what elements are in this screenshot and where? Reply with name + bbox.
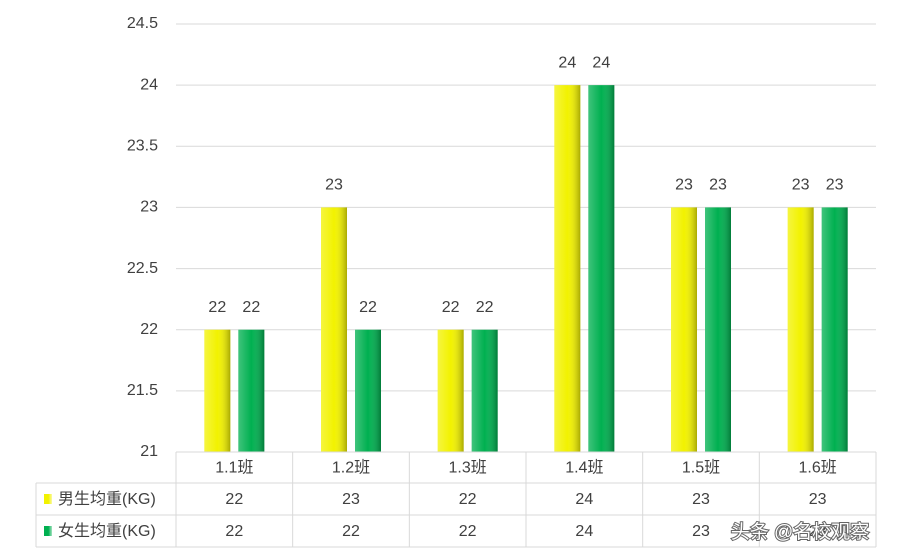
bar-shade (671, 207, 697, 452)
watermark: 头条 @名校观察 (731, 521, 870, 543)
bar-shade (554, 85, 581, 453)
y-tick-label: 22.5 (127, 260, 158, 277)
y-tick-label: 22 (140, 321, 158, 338)
table-cell: 23 (809, 491, 827, 508)
bar-shade (471, 329, 498, 452)
x-tick-label: 1.3班 (449, 459, 487, 477)
table-cell: 24 (575, 523, 593, 540)
bar-shade (238, 329, 265, 452)
y-tick-label: 23.5 (127, 138, 158, 155)
bar-shade (588, 85, 615, 453)
y-tick-label: 21 (140, 443, 158, 460)
value-label: 23 (792, 177, 810, 194)
table-cell: 24 (575, 491, 593, 508)
legend-key (44, 494, 52, 504)
value-label: 23 (325, 177, 343, 194)
x-tick-label: 1.5班 (682, 459, 720, 477)
bar-shade (787, 207, 814, 452)
x-tick-label: 1.4班 (565, 459, 603, 477)
value-label: 22 (442, 299, 460, 316)
bar-shade (705, 207, 731, 452)
table-cell: 22 (342, 523, 360, 540)
value-label: 23 (709, 177, 727, 194)
y-tick-label: 23 (140, 199, 158, 216)
table-cell: 22 (225, 491, 243, 508)
x-tick-label: 1.6班 (799, 459, 837, 477)
value-label: 24 (592, 54, 610, 71)
legend-label: 女生均重(KG) (58, 521, 156, 540)
legend-label: 男生均重(KG) (58, 490, 156, 508)
value-label: 22 (359, 299, 377, 316)
bar-shade (437, 329, 464, 452)
x-tick-label: 1.1班 (215, 459, 253, 477)
table-cell: 23 (692, 491, 710, 508)
y-tick-label: 24 (140, 76, 158, 93)
table-cell: 22 (459, 491, 477, 508)
table-cell: 22 (225, 523, 243, 540)
bar-shade (821, 207, 848, 452)
table-cell: 23 (342, 491, 360, 508)
table-cell: 22 (459, 523, 477, 540)
value-label: 22 (476, 299, 494, 316)
value-label: 23 (826, 177, 844, 194)
bar-shade (204, 329, 231, 452)
legend-key (44, 526, 52, 536)
y-tick-label: 21.5 (127, 382, 158, 399)
table-cell: 23 (692, 523, 710, 540)
value-label: 22 (242, 299, 260, 316)
value-label: 23 (675, 177, 693, 194)
bar-shade (321, 207, 347, 452)
y-tick-label: 24.5 (127, 15, 158, 32)
bar-shade (355, 329, 381, 452)
x-tick-label: 1.2班 (332, 459, 370, 477)
value-label: 22 (208, 299, 226, 316)
value-label: 24 (558, 54, 576, 71)
table-cell: 23 (809, 523, 827, 540)
